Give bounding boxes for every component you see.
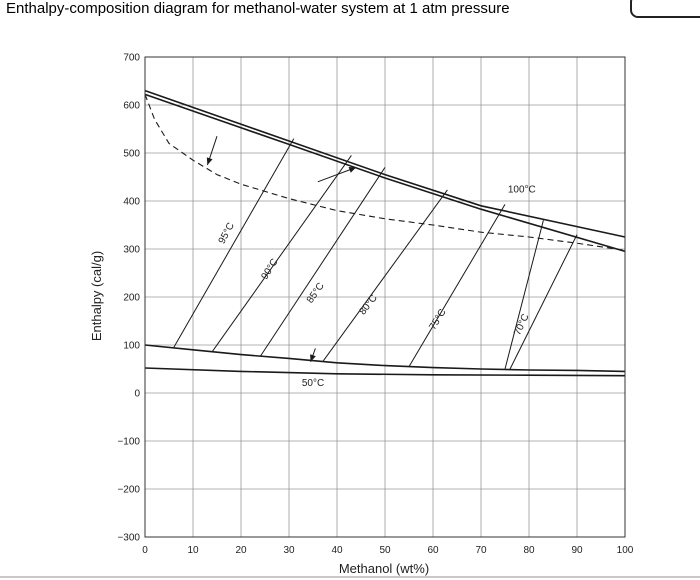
y-tick-label: 100 bbox=[123, 341, 140, 352]
arrow-head bbox=[206, 157, 213, 165]
curve-line-4 bbox=[144, 344, 626, 373]
temperature-label: 90°C bbox=[259, 257, 280, 282]
temperature-label: 50°C bbox=[302, 378, 324, 389]
curve-line-2 bbox=[144, 93, 626, 253]
temperature-label: 75°C bbox=[427, 307, 448, 332]
temperature-label: 80°C bbox=[357, 293, 379, 317]
arrow-2 bbox=[317, 166, 357, 183]
arrow-head bbox=[348, 167, 357, 173]
y-tick-label: 300 bbox=[123, 245, 140, 256]
x-tick-label: 20 bbox=[235, 545, 247, 556]
y-tick-label: 700 bbox=[123, 53, 140, 64]
chart-tie-lines bbox=[173, 138, 578, 370]
corner-frame-decoration bbox=[630, 0, 700, 18]
arrow-head bbox=[310, 354, 316, 362]
temperature-label: 100°C bbox=[508, 184, 536, 195]
tie-line-1 bbox=[173, 138, 295, 348]
tie-line-4 bbox=[322, 189, 448, 363]
x-tick-label: 50 bbox=[379, 545, 391, 556]
x-tick-label: 60 bbox=[427, 545, 439, 556]
tie-line-2 bbox=[211, 155, 352, 353]
tie-line-5 bbox=[408, 204, 506, 367]
tie-line-7 bbox=[509, 234, 578, 370]
x-tick-label: 100 bbox=[617, 545, 634, 556]
y-tick-label: −200 bbox=[117, 485, 140, 496]
x-tick-label: 90 bbox=[571, 545, 583, 556]
y-axis-title: Enthalpy (cal/g) bbox=[89, 251, 104, 341]
x-tick-labels: 0 10 20 30 40 50 60 70 80 90 100 bbox=[142, 545, 634, 556]
y-tick-label: 400 bbox=[123, 197, 140, 208]
arrow-3 bbox=[310, 348, 316, 362]
y-tick-labels: −300 −200 −100 0 100 200 300 400 500 600 700 bbox=[117, 53, 140, 544]
y-tick-label: −300 bbox=[117, 533, 140, 544]
bottom-divider bbox=[0, 576, 700, 578]
x-tick-label: 80 bbox=[523, 545, 535, 556]
arrow-1 bbox=[206, 136, 218, 166]
y-tick-label: 0 bbox=[134, 389, 140, 400]
y-tick-label: 600 bbox=[123, 101, 140, 112]
x-tick-label: 40 bbox=[331, 545, 343, 556]
x-axis-title: Methanol (wt%) bbox=[339, 561, 429, 576]
y-tick-label: −100 bbox=[117, 437, 140, 448]
x-tick-label: 70 bbox=[475, 545, 487, 556]
x-tick-label: 10 bbox=[187, 545, 199, 556]
curve-line-1 bbox=[144, 89, 626, 238]
x-tick-label: 30 bbox=[283, 545, 295, 556]
plot-frame bbox=[144, 56, 626, 538]
chart-grid bbox=[144, 56, 626, 538]
y-tick-label: 500 bbox=[123, 149, 140, 160]
chart-arrows bbox=[206, 136, 357, 362]
tie-line-6 bbox=[504, 220, 544, 370]
chart-curves bbox=[144, 89, 626, 377]
x-tick-label: 0 bbox=[142, 545, 148, 556]
tie-line-3 bbox=[259, 167, 386, 357]
page-title: Enthalpy-composition diagram for methano… bbox=[6, 0, 510, 17]
curve-line-5 bbox=[144, 367, 626, 377]
y-tick-label: 200 bbox=[123, 293, 140, 304]
curve-line-3 bbox=[144, 94, 626, 251]
